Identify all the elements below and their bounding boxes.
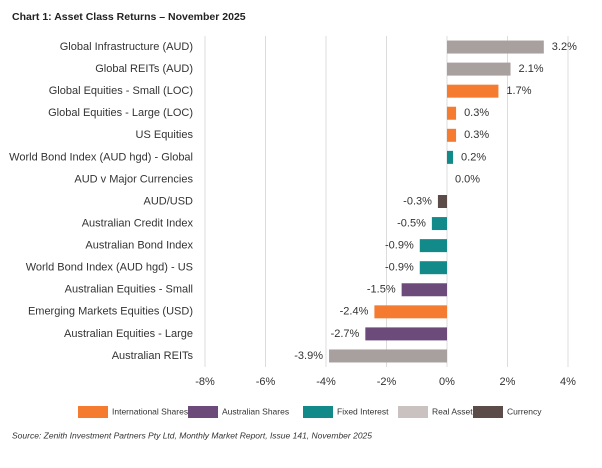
chart-title: Chart 1: Asset Class Returns – November … [12,11,246,23]
legend-label: Currency [507,406,542,416]
legend-label: Fixed Interest [337,406,389,416]
bar [329,349,447,363]
x-tick-label: 2% [500,376,516,388]
value-label: 0.3% [464,107,489,119]
value-label: -0.3% [403,195,432,207]
y-tick-label: US Equities [136,129,194,141]
y-tick-label: Global Equities - Small (LOC) [49,85,193,97]
bar [431,217,447,231]
value-label: 0.3% [464,129,489,141]
x-tick-label: 4% [560,376,576,388]
y-tick-label: AUD/USD [143,195,193,207]
bar [447,84,499,98]
value-label: 0.0% [455,173,480,185]
y-tick-label: AUD v Major Currencies [74,173,193,185]
legend-label: International Shares [112,406,188,416]
bar [447,62,511,76]
legend-swatch [78,406,108,418]
bar [419,239,447,253]
value-label: -0.9% [385,240,414,252]
x-tick-label: -8% [195,376,215,388]
y-tick-label: World Bond Index (AUD hgd) - US [26,262,193,274]
y-tick-label: Global Infrastructure (AUD) [60,41,193,53]
legend-label: Australian Shares [222,406,289,416]
bar [365,327,447,341]
y-tick-label: Global Equities - Large (LOC) [48,107,193,119]
bar [401,283,447,297]
value-label: -2.7% [331,328,360,340]
bar [447,106,457,120]
value-label: -2.4% [340,306,369,318]
source-note: Source: Zenith Investment Partners Pty L… [12,430,372,440]
value-label: 1.7% [506,85,531,97]
x-tick-label: -6% [256,376,276,388]
value-label: -1.5% [367,284,396,296]
bar [447,40,544,54]
x-tick-label: 0% [439,376,455,388]
x-tick-label: -2% [377,376,397,388]
legend-swatch [398,406,428,418]
value-label: 0.2% [461,151,486,163]
legend-label: Real Assets [432,406,477,416]
bar [374,305,447,319]
y-tick-label: Emerging Markets Equities (USD) [28,306,193,318]
legend-swatch [303,406,333,418]
bar [437,195,447,208]
y-tick-label: World Bond Index (AUD hgd) - Global [9,151,193,163]
y-tick-label: Australian Credit Index [82,217,194,229]
legend-swatch [188,406,218,418]
value-label: -0.9% [385,262,414,274]
value-label: 3.2% [552,41,577,53]
value-label: -0.5% [397,217,426,229]
bar [447,128,457,142]
legend-swatch [473,406,503,418]
y-tick-label: Australian REITs [112,350,194,362]
bar [447,150,454,164]
value-label: 2.1% [519,63,544,75]
y-tick-label: Australian Bond Index [85,240,193,252]
x-tick-label: -4% [316,376,336,388]
y-tick-label: Australian Equities - Small [65,284,193,296]
value-label: -3.9% [294,350,323,362]
y-tick-label: Global REITs (AUD) [95,63,193,75]
bar [419,261,447,275]
y-tick-label: Australian Equities - Large [64,328,193,340]
